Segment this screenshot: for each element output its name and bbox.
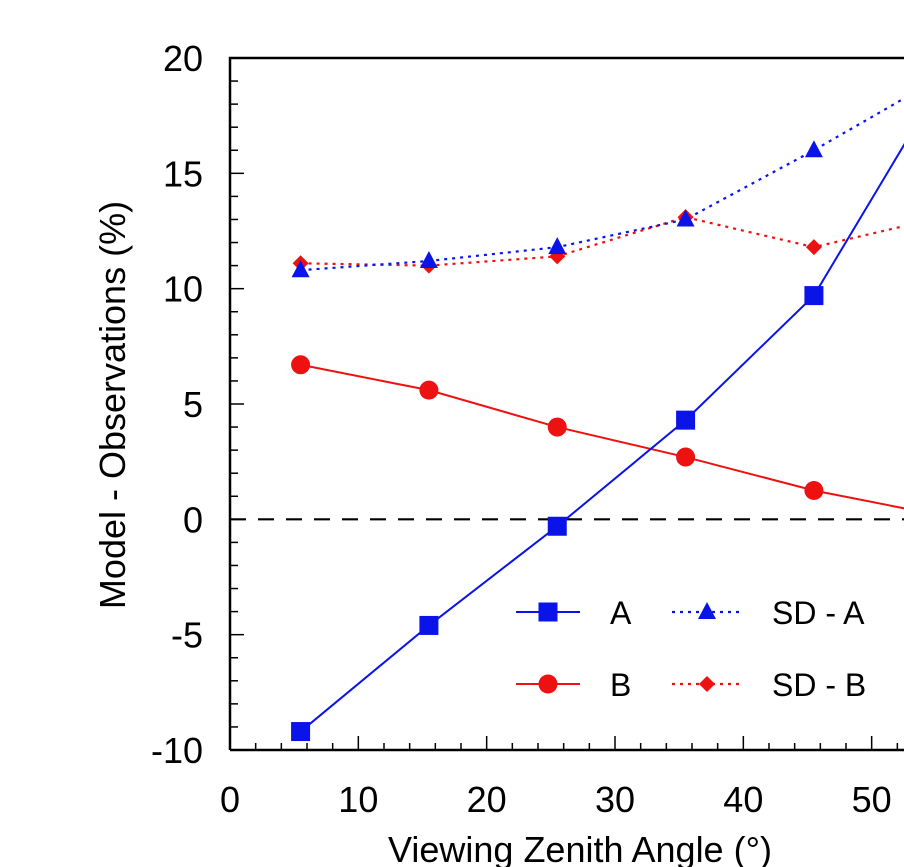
legend-marker-b (538, 674, 558, 694)
y-tick-label: -5 (171, 615, 203, 656)
marker-sd-a (548, 237, 567, 255)
marker-sd-a (804, 140, 823, 158)
legend-label-b: B (610, 667, 631, 703)
marker-sd-a (291, 260, 310, 278)
y-tick-label: 15 (163, 153, 203, 194)
y-tick-label: 0 (183, 499, 203, 540)
legend-marker-sd-a (698, 602, 716, 619)
plot-frame (228, 56, 904, 752)
y-axis: 20 15 10 5 0 -5 -10 (151, 38, 244, 771)
marker-b (547, 417, 567, 437)
legend-label-a: A (610, 595, 632, 631)
marker-b (419, 380, 439, 400)
x-tick-label: 10 (338, 779, 378, 820)
x-axis-label: Viewing Zenith Angle (°) (388, 829, 772, 867)
marker-a (419, 615, 439, 635)
y-tick-label: 10 (163, 269, 203, 310)
series-lines (299, 97, 904, 733)
series-line-a (299, 143, 904, 733)
marker-a (804, 286, 824, 306)
x-tick-label: 20 (467, 779, 507, 820)
marker-sd-b (805, 239, 822, 256)
marker-a (291, 722, 311, 742)
plot-border-top-left (228, 56, 904, 750)
legend-marker-a (538, 602, 558, 622)
marker-b (804, 481, 824, 500)
legend-marker-sd-b (699, 676, 715, 692)
marker-sd-a (419, 250, 438, 268)
x-tick-label: 40 (723, 779, 763, 820)
marker-a (676, 410, 696, 430)
legend-label-sd-b: SD - B (772, 667, 866, 703)
marker-b (291, 355, 311, 375)
marker-a (547, 516, 567, 536)
legend-label-sd-a: SD - A (772, 595, 865, 631)
marker-sd-a (676, 209, 695, 227)
y-axis-label: Model - Observations (%) (92, 201, 133, 609)
series-markers (291, 140, 824, 742)
x-tick-label: 0 (220, 779, 240, 820)
x-tick-label: 30 (595, 779, 635, 820)
y-tick-label: -10 (151, 730, 203, 771)
marker-b (676, 447, 696, 467)
series-line-sd-b (300, 216, 904, 267)
y-tick-label: 20 (163, 38, 203, 79)
x-axis: 010203040506 (220, 736, 899, 820)
legend: A SD - A B SD - B (516, 595, 866, 703)
y-tick-label: 5 (183, 384, 203, 425)
series-line-b (300, 363, 904, 510)
x-tick-label: 50 (852, 779, 892, 820)
